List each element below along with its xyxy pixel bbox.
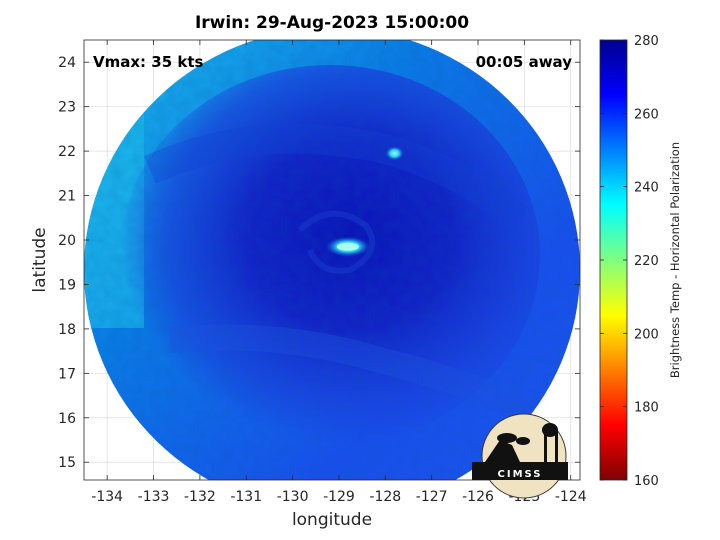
- x-tick-label: -134: [91, 489, 123, 505]
- colorbar-tick-label: 280: [634, 34, 659, 49]
- x-tick-label: -130: [277, 489, 309, 505]
- cimss-logo: CIMSS: [472, 413, 568, 499]
- colorbar-tick-label: 160: [634, 474, 659, 489]
- y-axis-label: latitude: [30, 227, 50, 293]
- y-tick-label: 24: [58, 55, 76, 71]
- y-tick-label: 19: [58, 277, 76, 293]
- colorbar-tick-label: 260: [634, 107, 659, 122]
- colorbar-tick-label: 180: [634, 401, 659, 416]
- eye-warm-spot-center: [336, 242, 359, 251]
- colorbar: [599, 39, 628, 481]
- y-tick-label: 17: [58, 366, 76, 382]
- x-tick-label: -129: [323, 489, 355, 505]
- y-tick-label: 21: [58, 189, 76, 205]
- colorbar-ticks: 160 180 200 220 240 260 280: [600, 34, 659, 489]
- x-tick-label: -124: [555, 489, 587, 505]
- plot-frame: [83, 39, 581, 481]
- x-axis-label: longitude: [291, 510, 373, 530]
- map-title: Irwin: 29-Aug-2023 15:00:00: [194, 13, 470, 33]
- y-tick-label: 20: [58, 233, 76, 249]
- y-tick-label: 18: [58, 322, 76, 338]
- y-tick-label: 22: [58, 144, 76, 160]
- x-tick-label: -131: [230, 489, 262, 505]
- colorbar-tick-label: 200: [634, 327, 659, 342]
- time-offset-label: 00:05 away: [475, 53, 572, 71]
- y-tick-label: 15: [58, 455, 76, 471]
- x-tick-label: -126: [462, 489, 494, 505]
- y-tick-label: 16: [58, 411, 76, 427]
- brightness-temp-swath: [84, 40, 580, 480]
- colorbar-label: Brightness Temp - Horizontal Polarizatio…: [668, 141, 682, 379]
- x-tick-label: -132: [184, 489, 216, 505]
- y-tick-label: 23: [58, 100, 76, 116]
- x-tick-label: -133: [138, 489, 170, 505]
- x-tick-label: -128: [369, 489, 401, 505]
- colorbar-tick-label: 240: [634, 181, 659, 196]
- colorbar-tick-label: 220: [634, 254, 659, 269]
- secondary-warm-spot: [385, 146, 404, 161]
- x-tick-label: -127: [416, 489, 448, 505]
- axis-ticks: -134-133-132-131-130-129-128-127-126-125…: [58, 40, 587, 505]
- vmax-label: Vmax: 35 kts: [93, 53, 204, 71]
- logo-text: CIMSS: [498, 469, 543, 480]
